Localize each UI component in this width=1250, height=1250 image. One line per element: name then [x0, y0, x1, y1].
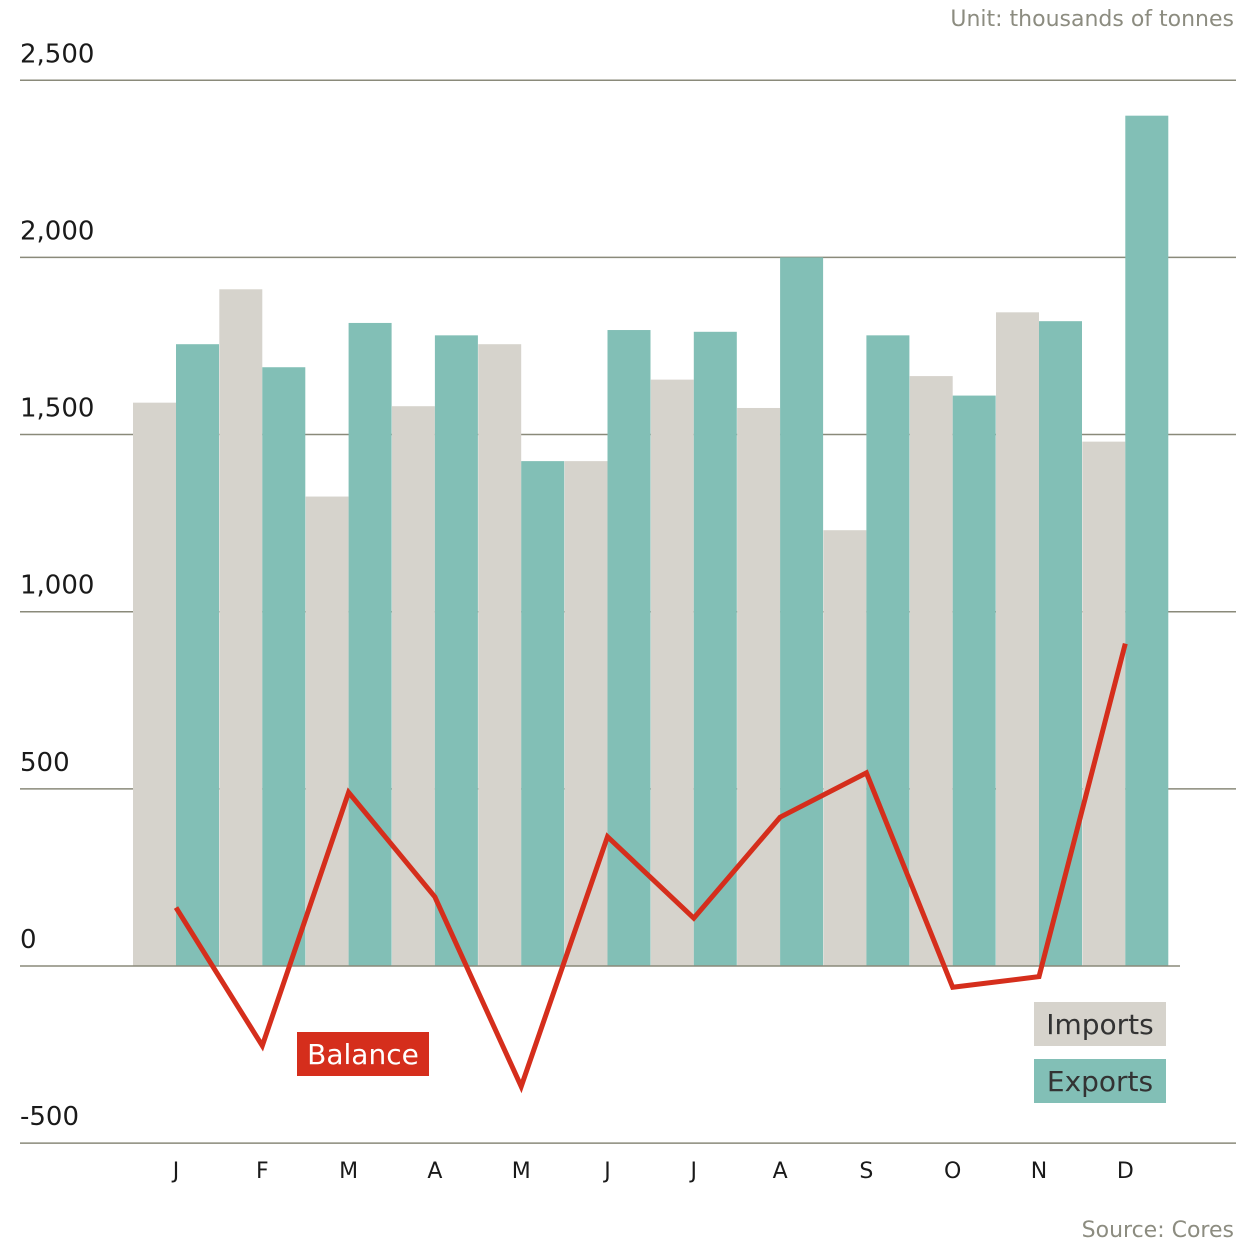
x-tick-label: J: [602, 1159, 611, 1184]
exports-bar: [1039, 321, 1082, 966]
legend-balance: Balance: [297, 1032, 429, 1076]
y-tick-label: -500: [20, 1102, 79, 1132]
x-tick-label: J: [171, 1159, 180, 1184]
exports-bar: [693, 331, 737, 967]
x-tick-label: N: [1031, 1159, 1047, 1184]
imports-bar: [219, 289, 263, 966]
imports-bar: [650, 379, 694, 966]
exports-bar: [866, 335, 910, 966]
y-tick-label: 0: [20, 925, 37, 955]
imports-bar: [391, 406, 435, 966]
imports-bar: [996, 312, 1039, 966]
x-tick-label: D: [1117, 1159, 1134, 1184]
imports-bar: [478, 344, 522, 966]
source-note: Source: Cores: [1082, 1218, 1234, 1243]
legend-exports-swatch: [1034, 1059, 1166, 1103]
y-tick-label: 2,000: [20, 216, 94, 246]
exports-bar: [176, 344, 219, 966]
exports-bar: [434, 335, 478, 966]
exports-bar: [780, 257, 824, 966]
balance-line: [173, 642, 1128, 1094]
x-tick-label: F: [256, 1159, 269, 1184]
imports-bar: [737, 407, 781, 966]
legend-imports: Imports: [1034, 1002, 1166, 1046]
x-tick-label: J: [689, 1159, 698, 1184]
x-tick-label: M: [339, 1159, 358, 1184]
y-tick-label: 1,000: [20, 571, 94, 601]
exports-bar: [521, 461, 565, 966]
y-tick-label: 1,500: [20, 394, 94, 424]
imports-bar: [823, 530, 867, 966]
x-tick-label: S: [859, 1159, 873, 1184]
exports-bar: [348, 322, 392, 966]
legend-exports-label: Exports: [1047, 1065, 1153, 1098]
y-axis-tick-labels: -500 0 500 1,000 1,500 2,000 2,500: [20, 39, 94, 1132]
x-tick-label: O: [944, 1159, 961, 1184]
exports-bar: [1125, 115, 1169, 967]
exports-bar: [952, 395, 996, 966]
y-tick-label: 500: [20, 748, 70, 778]
imports-bar: [1082, 441, 1126, 966]
balance-line-path: [173, 642, 1128, 1094]
unit-note: Unit: thousands of tonnes: [950, 7, 1234, 32]
bars: [133, 115, 1169, 967]
imports-bar: [305, 496, 349, 966]
legend-imports-label: Imports: [1046, 1008, 1154, 1041]
x-tick-label: A: [427, 1159, 442, 1184]
imports-bar: [133, 402, 176, 967]
exports-bar: [262, 367, 306, 966]
imports-bar: [564, 461, 608, 966]
x-tick-label: A: [773, 1159, 788, 1184]
imports-bar: [909, 376, 953, 966]
legend-balance-swatch: [297, 1032, 429, 1076]
legend-imports-swatch: [1034, 1002, 1166, 1046]
x-tick-label: M: [512, 1159, 531, 1184]
legend-exports: Exports: [1034, 1059, 1166, 1103]
y-tick-label: 2,500: [20, 39, 94, 69]
legend-balance-label: Balance: [307, 1038, 419, 1071]
